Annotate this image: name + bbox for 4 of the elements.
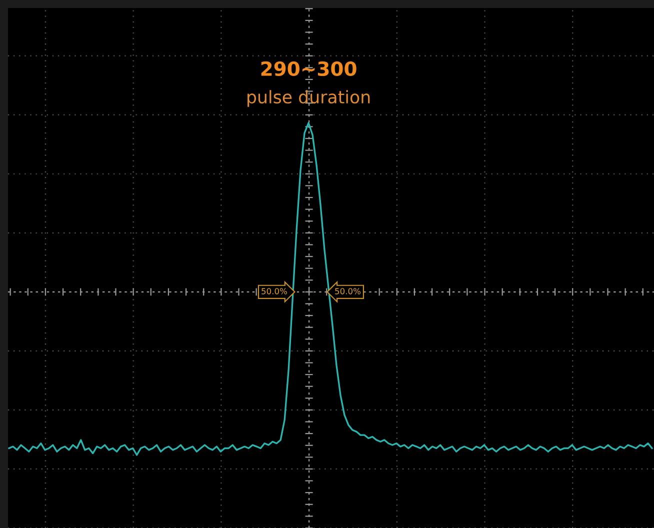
- chart-title: 290~300: [261, 61, 356, 76]
- chart-subtitle: pulse duration: [248, 90, 370, 107]
- annotation: 50.0%: [262, 288, 287, 294]
- annotation: 50.0%: [335, 288, 361, 294]
